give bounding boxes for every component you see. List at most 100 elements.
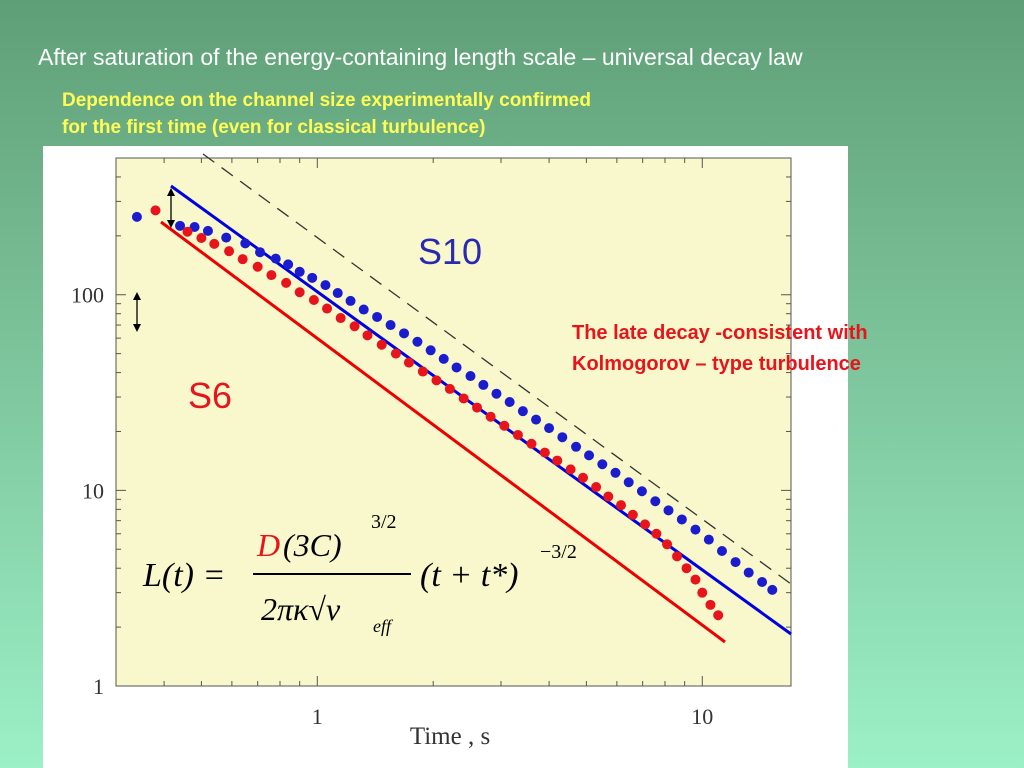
s6-label: S6 (188, 375, 232, 416)
data-point-s10 (557, 432, 568, 443)
data-point-s6 (458, 393, 469, 404)
data-point-s6 (472, 402, 483, 413)
data-point-s6 (485, 411, 496, 422)
data-point-s10 (517, 406, 528, 417)
data-point-s10 (743, 567, 754, 578)
data-point-s6 (444, 383, 455, 394)
data-point-s6 (603, 491, 614, 502)
data-point-s10 (189, 221, 200, 232)
data-point-s10 (175, 220, 186, 231)
data-point-s10 (465, 371, 476, 382)
formula-factor: (t + t*) (420, 557, 518, 594)
data-point-s10 (202, 225, 213, 236)
data-point-s6 (627, 509, 638, 520)
data-point-s10 (767, 584, 778, 595)
data-point-s10 (240, 238, 251, 249)
slide-title: After saturation of the energy-containin… (38, 44, 803, 70)
x-tick-label: 1 (312, 704, 323, 729)
data-point-s6 (616, 500, 627, 511)
reference-dashed-line (202, 153, 792, 585)
subtitle-line-2: for the first time (even for classical t… (62, 117, 486, 138)
axis-ticks: 1 10 1 10 100 (71, 157, 791, 729)
data-point-s6 (578, 472, 589, 483)
data-point-s6 (294, 287, 305, 298)
data-point-s6 (390, 348, 401, 359)
data-point-s6 (713, 610, 724, 621)
data-point-s6 (237, 254, 248, 265)
data-point-s6 (308, 294, 319, 305)
data-point-s6 (672, 551, 683, 562)
s10-label: S10 (418, 231, 482, 272)
arrow-left-head-down (133, 324, 141, 332)
late-decay-note: The late decay -consistent with Kolmogor… (572, 318, 868, 380)
formula-numerator-d: D (256, 527, 280, 563)
data-point-s6 (539, 447, 550, 458)
data-point-s10 (399, 328, 410, 339)
data-point-s10 (307, 272, 318, 283)
decay-chart: 1 10 1 10 100 S10 S6 Time , s L(t) = D (3C) … (71, 153, 792, 750)
data-point-s10 (716, 545, 727, 556)
data-point-s10 (571, 441, 582, 452)
data-point-s6 (640, 519, 651, 530)
data-point-s10 (372, 311, 383, 322)
data-point-s6 (209, 238, 220, 249)
data-point-s10 (491, 388, 502, 399)
formula-lhs: L(t) = (142, 557, 225, 594)
data-point-s6 (182, 226, 193, 237)
data-point-s10 (544, 423, 555, 434)
note-line-2: Kolmogorov – type turbulence (572, 353, 861, 375)
data-point-s6 (591, 482, 602, 493)
data-point-s10 (504, 396, 515, 407)
data-point-s10 (438, 353, 449, 364)
subtitle-line-1: Dependence on the channel size experimen… (62, 90, 591, 111)
data-point-s6 (526, 438, 537, 449)
data-point-s10 (358, 304, 369, 315)
data-point-s10 (610, 467, 621, 478)
data-point-s6 (697, 587, 708, 598)
arrow-left-head-up (133, 292, 141, 300)
data-point-s6 (335, 313, 346, 324)
data-point-s6 (403, 357, 414, 368)
data-point-s10 (623, 477, 634, 488)
data-point-s6 (417, 366, 428, 377)
decay-formula: L(t) = D (3C) 3/2 2πκ√ν eff (t + t*) −3/… (142, 511, 577, 636)
data-point-s6 (512, 429, 523, 440)
data-point-s10 (757, 577, 768, 588)
data-point-s10 (320, 280, 331, 291)
data-point-s10 (636, 486, 647, 497)
formula-factor-exp: −3/2 (540, 541, 577, 563)
series-s6 (150, 205, 724, 621)
data-point-s10 (690, 524, 701, 535)
plot-area (115, 157, 792, 687)
data-point-s10 (425, 345, 436, 356)
data-point-s6 (431, 375, 442, 386)
data-point-s6 (252, 261, 263, 272)
data-point-s10 (283, 259, 294, 270)
data-point-s10 (294, 266, 305, 277)
formula-numerator-exp: 3/2 (371, 511, 397, 533)
data-point-s6 (322, 303, 333, 314)
formula-numerator-rest: (3C) (283, 527, 342, 563)
arrow-top-head-down (167, 220, 175, 228)
data-point-s10 (703, 534, 714, 545)
data-point-s6 (662, 539, 673, 550)
data-point-s10 (597, 459, 608, 470)
data-point-s10 (412, 336, 423, 347)
data-point-s10 (478, 379, 489, 390)
chart-figure: 1 10 1 10 100 S10 S6 Time , s L(t) = D (3C) … (43, 146, 848, 768)
y-tick-label: 100 (71, 283, 104, 308)
data-point-s10 (650, 496, 661, 507)
data-point-s6 (499, 420, 510, 431)
data-points (131, 205, 778, 621)
data-point-s6 (349, 321, 360, 332)
data-point-s10 (451, 362, 462, 373)
data-point-s6 (705, 599, 716, 610)
data-point-s6 (552, 455, 563, 466)
data-point-s10 (345, 295, 356, 306)
data-point-s10 (385, 320, 396, 331)
data-point-s6 (681, 563, 692, 574)
data-point-s10 (531, 414, 542, 425)
data-point-s6 (376, 339, 387, 350)
slide-subtitle: Dependence on the channel size experimen… (62, 87, 591, 141)
x-axis-label: Time , s (410, 723, 490, 750)
